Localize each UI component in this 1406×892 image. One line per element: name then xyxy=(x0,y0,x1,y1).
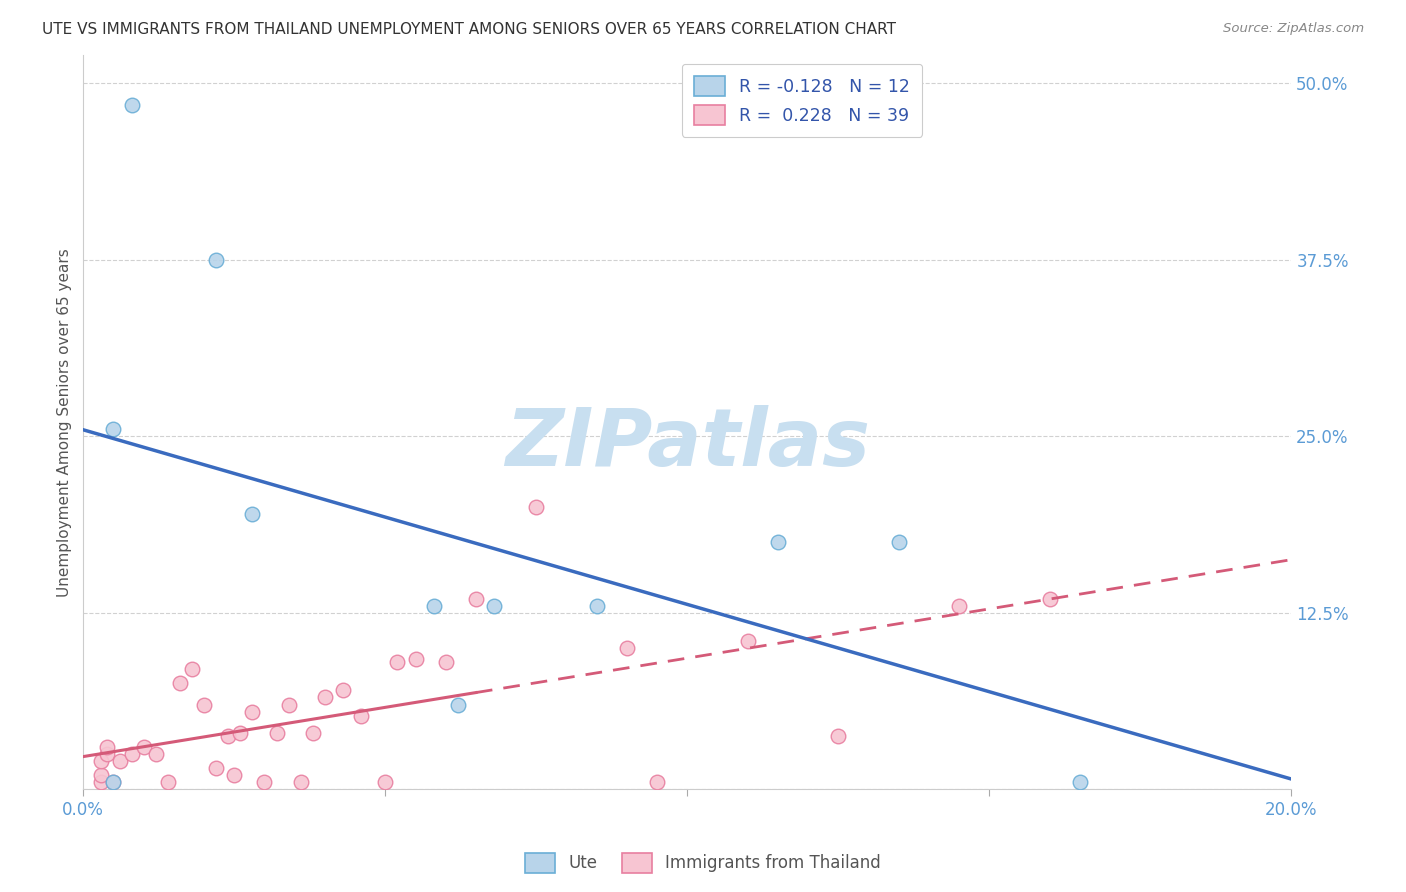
Point xyxy=(827,729,849,743)
Point xyxy=(766,535,789,549)
Point xyxy=(205,252,228,267)
Point xyxy=(145,747,167,761)
Point xyxy=(1039,591,1062,606)
Point xyxy=(103,422,125,436)
Point xyxy=(1069,775,1091,789)
Point xyxy=(242,705,264,719)
Point xyxy=(387,655,409,669)
Point xyxy=(90,775,112,789)
Point xyxy=(524,500,547,514)
Point xyxy=(447,698,470,712)
Point xyxy=(108,754,131,768)
Text: Source: ZipAtlas.com: Source: ZipAtlas.com xyxy=(1223,22,1364,36)
Point xyxy=(181,662,204,676)
Point xyxy=(350,708,373,723)
Point xyxy=(290,775,312,789)
Point xyxy=(96,739,118,754)
Point xyxy=(482,599,505,613)
Point xyxy=(103,775,125,789)
Text: ZIPatlas: ZIPatlas xyxy=(505,405,870,483)
Point xyxy=(217,729,239,743)
Legend: Ute, Immigrants from Thailand: Ute, Immigrants from Thailand xyxy=(519,847,887,880)
Point xyxy=(434,655,457,669)
Point xyxy=(948,599,970,613)
Point xyxy=(132,739,155,754)
Point xyxy=(464,591,486,606)
Point xyxy=(96,747,118,761)
Y-axis label: Unemployment Among Seniors over 65 years: Unemployment Among Seniors over 65 years xyxy=(58,248,72,597)
Point xyxy=(887,535,910,549)
Point xyxy=(405,652,427,666)
Point xyxy=(585,599,607,613)
Point xyxy=(242,507,264,521)
Point xyxy=(422,599,444,613)
Point xyxy=(193,698,215,712)
Point xyxy=(332,683,354,698)
Point xyxy=(314,690,336,705)
Point xyxy=(224,768,246,782)
Point xyxy=(266,725,288,739)
Point xyxy=(229,725,252,739)
Point xyxy=(90,768,112,782)
Point xyxy=(103,775,125,789)
Point xyxy=(90,754,112,768)
Point xyxy=(169,676,191,690)
Point xyxy=(205,761,228,775)
Point xyxy=(253,775,276,789)
Point xyxy=(616,641,638,656)
Legend: R = -0.128   N = 12, R =  0.228   N = 39: R = -0.128 N = 12, R = 0.228 N = 39 xyxy=(682,64,922,136)
Point xyxy=(121,747,143,761)
Point xyxy=(277,698,299,712)
Point xyxy=(156,775,179,789)
Point xyxy=(374,775,396,789)
Point xyxy=(301,725,323,739)
Point xyxy=(645,775,668,789)
Point xyxy=(737,634,759,648)
Text: UTE VS IMMIGRANTS FROM THAILAND UNEMPLOYMENT AMONG SENIORS OVER 65 YEARS CORRELA: UTE VS IMMIGRANTS FROM THAILAND UNEMPLOY… xyxy=(42,22,896,37)
Point xyxy=(121,97,143,112)
